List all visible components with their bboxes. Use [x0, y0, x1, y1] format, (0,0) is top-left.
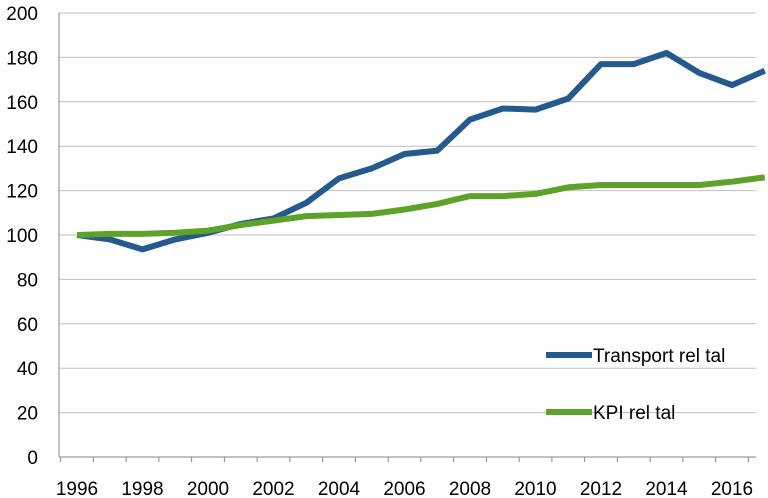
- legend-label: KPI rel tal: [593, 403, 675, 424]
- data-point: [271, 218, 277, 224]
- data-point: [500, 193, 506, 199]
- data-point: [729, 82, 735, 88]
- data-point: [696, 182, 702, 188]
- y-axis-tick-labels: 0 20 40 60 80 100 120 140 160 180 200: [6, 4, 38, 469]
- data-point: [336, 175, 342, 181]
- y-tick-label: 100: [6, 226, 38, 247]
- y-tick-label: 180: [6, 48, 38, 69]
- data-point: [467, 117, 473, 123]
- data-point: [467, 193, 473, 199]
- data-point: [402, 206, 408, 212]
- x-tick-label: 2010: [514, 479, 556, 498]
- data-point: [369, 165, 375, 171]
- data-point: [598, 182, 604, 188]
- data-point: [336, 212, 342, 218]
- x-tick-label: 2006: [383, 479, 425, 498]
- y-tick-label: 40: [17, 359, 38, 380]
- series-lines: [74, 50, 768, 253]
- data-point: [107, 236, 113, 242]
- data-point: [205, 228, 211, 234]
- data-point: [402, 151, 408, 157]
- data-point: [762, 174, 768, 180]
- data-point: [631, 182, 637, 188]
- data-point: [238, 222, 244, 228]
- y-tick-label: 80: [17, 270, 38, 291]
- series-line-kpi: [76, 174, 766, 238]
- y-tick-label: 60: [17, 315, 38, 336]
- y-tick-label: 140: [6, 137, 38, 158]
- x-tick-label: 2004: [318, 479, 361, 498]
- legend-label: Transport rel tal: [593, 346, 725, 367]
- data-point: [107, 231, 113, 237]
- y-tick-label: 120: [6, 182, 38, 203]
- y-tick-label: 20: [17, 404, 38, 425]
- x-tick-label: 2014: [645, 479, 688, 498]
- x-tick-label: 2016: [711, 479, 753, 498]
- data-point: [500, 105, 506, 111]
- series-line-transport: [76, 50, 767, 253]
- data-point: [303, 213, 309, 219]
- data-point: [172, 236, 178, 242]
- y-tick-label: 160: [6, 93, 38, 114]
- data-point: [140, 246, 146, 252]
- x-tick-label: 2008: [449, 479, 491, 498]
- data-point: [631, 61, 637, 67]
- data-point: [434, 148, 440, 154]
- data-point: [434, 201, 440, 207]
- data-point: [565, 184, 571, 190]
- data-point: [533, 191, 539, 197]
- x-tick-label: 2012: [580, 479, 622, 498]
- data-point: [172, 230, 178, 236]
- data-point: [664, 182, 670, 188]
- x-tick-label: 2002: [252, 479, 294, 498]
- data-point: [140, 231, 146, 237]
- legend: Transport rel tal KPI rel tal: [546, 346, 725, 424]
- data-point: [762, 68, 768, 74]
- axes: [58, 13, 756, 462]
- x-axis-tick-labels: 1996 1998 2000 2002 2004 2006 2008 2010 2012 2014…: [56, 479, 753, 498]
- data-point: [664, 50, 670, 56]
- data-point: [598, 61, 604, 67]
- data-point: [565, 95, 571, 101]
- y-tick-label: 0: [27, 448, 38, 469]
- data-point: [369, 211, 375, 217]
- data-point: [533, 107, 539, 113]
- data-point: [303, 200, 309, 206]
- y-tick-label: 200: [6, 4, 38, 25]
- data-point: [74, 232, 80, 238]
- x-tick-label: 1996: [56, 479, 98, 498]
- x-tick-label: 2000: [187, 479, 229, 498]
- data-point: [696, 70, 702, 76]
- x-tick-label: 1998: [121, 479, 163, 498]
- data-point: [729, 179, 735, 185]
- gridlines: [59, 12, 756, 414]
